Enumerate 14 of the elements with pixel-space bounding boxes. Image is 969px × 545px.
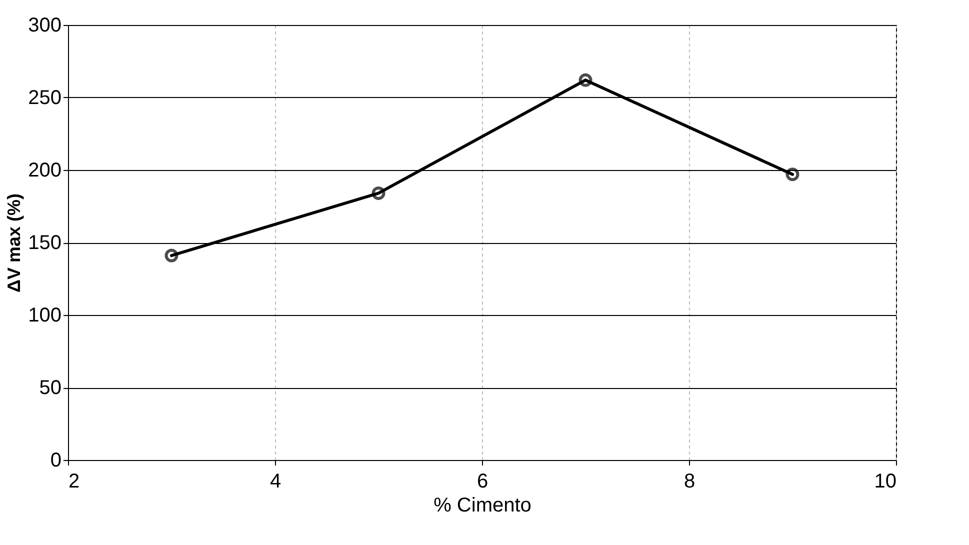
x-tick-label: 10 bbox=[874, 470, 896, 492]
y-axis-title: ΔV max (%) bbox=[4, 194, 24, 292]
x-tick-label: 2 bbox=[68, 470, 80, 492]
x-axis-title: % Cimento bbox=[434, 494, 532, 516]
y-tick-label: 0 bbox=[50, 450, 62, 472]
x-tick-label: 6 bbox=[476, 470, 488, 492]
y-tick-label: 200 bbox=[28, 160, 62, 182]
y-tick-label: 50 bbox=[39, 377, 62, 399]
y-tick-label: 250 bbox=[28, 87, 62, 109]
x-tick-label: 8 bbox=[684, 470, 696, 492]
y-tick-label: 150 bbox=[28, 232, 62, 254]
y-tick-label: 100 bbox=[28, 304, 62, 326]
x-tick-label: 4 bbox=[270, 470, 282, 492]
y-tick-label: 300 bbox=[28, 14, 62, 36]
